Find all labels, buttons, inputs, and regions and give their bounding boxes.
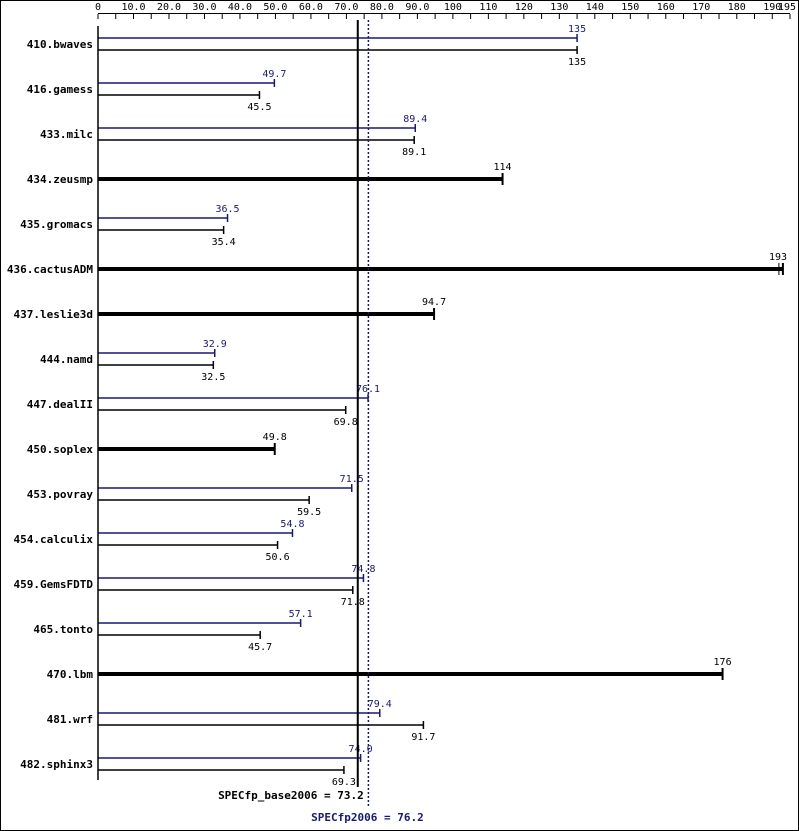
base-summary-label: SPECfp_base2006 = 73.2 bbox=[218, 789, 364, 802]
peak-value-label: 49.7 bbox=[262, 69, 286, 80]
x-tick-label: 195 bbox=[778, 2, 796, 13]
peak-value-label: 74.8 bbox=[351, 564, 375, 575]
benchmark-label: 482.sphinx3 bbox=[20, 758, 93, 771]
benchmark-label: 434.zeusmp bbox=[27, 173, 94, 186]
base-value-label: 91.7 bbox=[411, 732, 435, 743]
x-tick-label: 110 bbox=[479, 2, 497, 13]
x-tick-label: 160 bbox=[657, 2, 675, 13]
base-value-label: 114 bbox=[494, 162, 512, 173]
base-value-label: 135 bbox=[568, 57, 586, 68]
base-value-label: 32.5 bbox=[201, 372, 225, 383]
benchmark-label: 465.tonto bbox=[33, 623, 93, 636]
peak-value-label: 71.5 bbox=[340, 474, 364, 485]
x-tick-label: 50.0 bbox=[263, 2, 287, 13]
x-tick-label: 0 bbox=[95, 2, 101, 13]
base-value-label: 71.8 bbox=[341, 597, 365, 608]
x-tick-label: 20.0 bbox=[157, 2, 181, 13]
benchmark-label: 436.cactusADM bbox=[7, 263, 93, 276]
peak-value-label: 32.9 bbox=[203, 339, 227, 350]
x-tick-label: 90.0 bbox=[405, 2, 429, 13]
benchmark-label: 410.bwaves bbox=[27, 38, 93, 51]
x-tick-label: 60.0 bbox=[299, 2, 323, 13]
benchmark-label: 433.milc bbox=[40, 128, 93, 141]
x-tick-label: 40.0 bbox=[228, 2, 252, 13]
peak-value-label: 89.4 bbox=[403, 114, 427, 125]
bars: 410.bwaves 135 135 416.gamess 49.7 45.5 433.mi… bbox=[7, 24, 787, 788]
base-value-label: 69.3 bbox=[332, 777, 356, 788]
x-tick-label: 170 bbox=[692, 2, 710, 13]
x-tick-label: 190 bbox=[763, 2, 781, 13]
benchmark-label: 416.gamess bbox=[27, 83, 93, 96]
base-value-label: 35.4 bbox=[212, 237, 236, 248]
x-tick-label: 130 bbox=[550, 2, 568, 13]
peak-value-label: 135 bbox=[568, 24, 586, 35]
x-tick-label: 100 bbox=[444, 2, 462, 13]
x-tick-label: 120 bbox=[515, 2, 533, 13]
base-value-label: 193 bbox=[769, 252, 787, 263]
peak-summary-label: SPECfp2006 = 76.2 bbox=[311, 811, 424, 824]
peak-value-label: 36.5 bbox=[215, 204, 239, 215]
benchmark-label: 481.wrf bbox=[47, 713, 93, 726]
peak-value-label: 54.8 bbox=[280, 519, 304, 530]
benchmark-label: 453.povray bbox=[27, 488, 94, 501]
base-value-label: 94.7 bbox=[422, 297, 446, 308]
benchmark-label: 459.GemsFDTD bbox=[14, 578, 94, 591]
x-tick-label: 80.0 bbox=[370, 2, 394, 13]
benchmark-label: 454.calculix bbox=[14, 533, 94, 546]
benchmark-label: 470.lbm bbox=[47, 668, 94, 681]
x-tick-label: 140 bbox=[586, 2, 604, 13]
x-tick-label: 150 bbox=[621, 2, 639, 13]
x-tick-label: 180 bbox=[728, 2, 746, 13]
reference-lines: SPECfp_base2006 = 73.2 SPECfp2006 = 76.2 bbox=[218, 20, 424, 824]
base-value-label: 49.8 bbox=[263, 432, 287, 443]
benchmark-label: 435.gromacs bbox=[20, 218, 93, 231]
x-tick-label: 30.0 bbox=[192, 2, 216, 13]
base-value-label: 89.1 bbox=[402, 147, 426, 158]
base-value-label: 50.6 bbox=[266, 552, 290, 563]
benchmark-label: 450.soplex bbox=[27, 443, 94, 456]
peak-value-label: 79.4 bbox=[368, 699, 392, 710]
benchmark-label: 447.dealII bbox=[27, 398, 93, 411]
base-value-label: 176 bbox=[714, 657, 732, 668]
peak-value-label: 74.0 bbox=[349, 744, 373, 755]
peak-value-label: 57.1 bbox=[289, 609, 313, 620]
benchmark-label: 437.leslie3d bbox=[14, 308, 93, 321]
base-value-label: 69.8 bbox=[334, 417, 358, 428]
base-value-label: 59.5 bbox=[297, 507, 321, 518]
benchmark-label: 444.namd bbox=[40, 353, 93, 366]
base-value-label: 45.5 bbox=[247, 102, 271, 113]
x-tick-label: 10.0 bbox=[121, 2, 145, 13]
x-tick-label: 70.0 bbox=[334, 2, 358, 13]
base-value-label: 45.7 bbox=[248, 642, 272, 653]
x-axis: 0 10.0 20.0 30.0 40.0 50.0 60.0 70.0 80.0 90.0 100… bbox=[95, 2, 796, 19]
